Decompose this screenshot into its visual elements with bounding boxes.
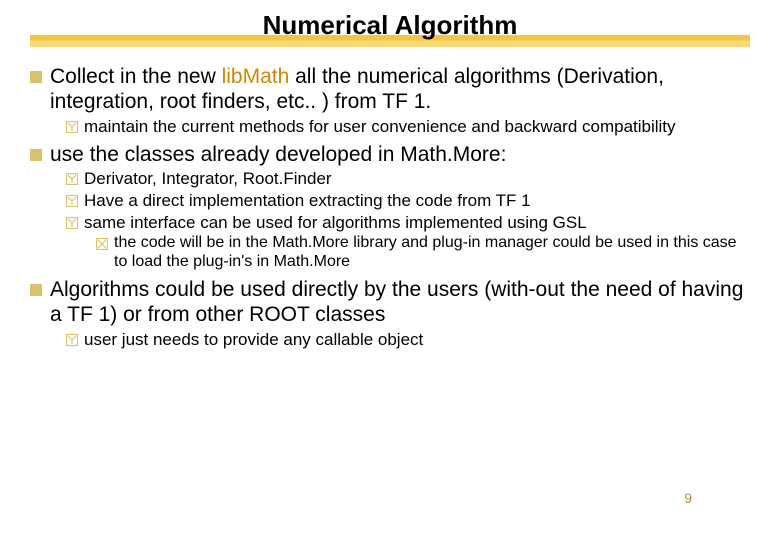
bullet-level2: maintain the current methods for user co…: [66, 117, 750, 137]
slide-body: Collect in the new libMath all the numer…: [0, 41, 780, 350]
highlight-word: libMath: [222, 65, 290, 88]
boxed-y-bullet-icon: [66, 173, 78, 185]
bullet-text: Derivator, Integrator, Root.Finder: [84, 169, 332, 189]
bullet-level2: user just needs to provide any callable …: [66, 330, 750, 350]
bullet-text: Collect in the new libMath all the numer…: [50, 65, 750, 115]
bullet-text: maintain the current methods for user co…: [84, 117, 676, 137]
boxed-y-bullet-icon: [66, 334, 78, 346]
bullet-level1: use the classes already developed in Mat…: [30, 143, 750, 168]
bullet-text: user just needs to provide any callable …: [84, 330, 423, 350]
boxed-y-bullet-icon: [66, 121, 78, 133]
square-bullet-icon: [30, 149, 42, 161]
bullet-level1: Algorithms could be used directly by the…: [30, 278, 750, 328]
bullet-level2: Have a direct implementation extracting …: [66, 191, 750, 211]
bullet-text: use the classes already developed in Mat…: [50, 143, 506, 168]
boxed-y-bullet-icon: [66, 195, 78, 207]
bullet-level2: same interface can be used for algorithm…: [66, 213, 750, 233]
square-bullet-icon: [30, 284, 42, 296]
bullet-text: Algorithms could be used directly by the…: [50, 278, 750, 328]
text-fragment: Collect in the new: [50, 65, 222, 88]
bullet-text: same interface can be used for algorithm…: [84, 213, 587, 233]
page-number: 9: [684, 490, 692, 506]
slide-title-area: Numerical Algorithm: [0, 0, 780, 41]
bullet-text: Have a direct implementation extracting …: [84, 191, 531, 211]
bullet-text: the code will be in the Math.More librar…: [114, 234, 750, 272]
bullet-level3: the code will be in the Math.More librar…: [96, 234, 750, 272]
boxed-x-bullet-icon: [96, 238, 108, 250]
bullet-level2: Derivator, Integrator, Root.Finder: [66, 169, 750, 189]
slide-title: Numerical Algorithm: [263, 10, 518, 41]
boxed-y-bullet-icon: [66, 217, 78, 229]
bullet-level1: Collect in the new libMath all the numer…: [30, 65, 750, 115]
square-bullet-icon: [30, 71, 42, 83]
